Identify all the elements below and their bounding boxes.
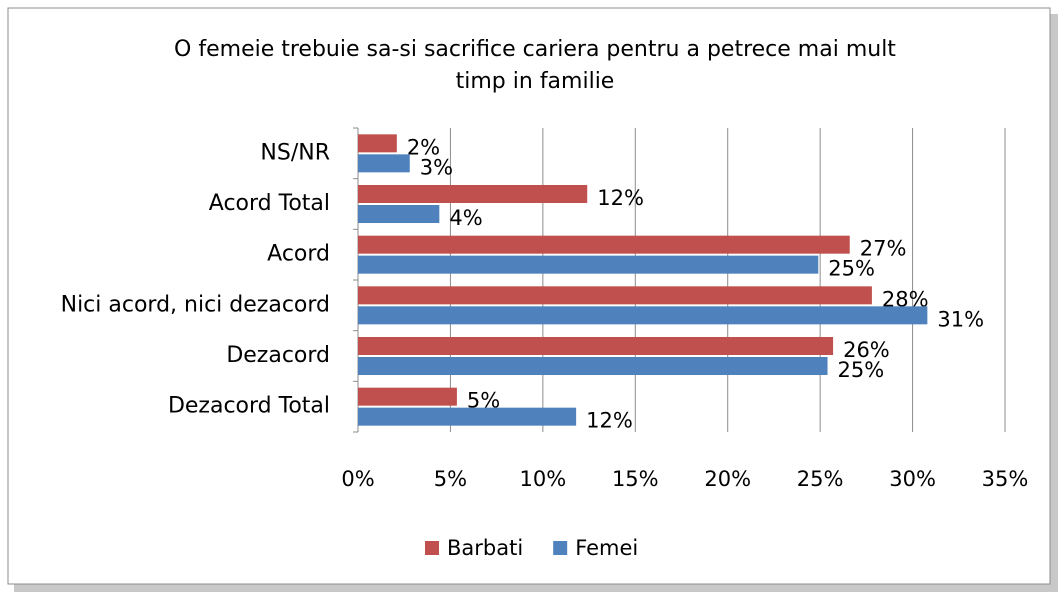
y-tick-label: Acord Total bbox=[209, 191, 330, 216]
y-tick-label: Dezacord bbox=[226, 343, 330, 368]
chart-title: O femeie trebuie sa-si sacrifice cariera… bbox=[174, 37, 896, 62]
value-label: 12% bbox=[586, 409, 633, 433]
x-tick-label: 15% bbox=[612, 467, 659, 491]
value-label: 3% bbox=[420, 155, 453, 179]
legend-label: Barbati bbox=[447, 536, 523, 560]
value-label: 31% bbox=[937, 307, 984, 331]
value-label: 12% bbox=[597, 186, 644, 210]
value-label: 4% bbox=[449, 206, 482, 230]
x-tick-label: 35% bbox=[982, 467, 1029, 491]
bar bbox=[358, 286, 872, 305]
x-tick-label: 5% bbox=[434, 467, 467, 491]
x-tick-label: 0% bbox=[341, 467, 374, 491]
value-label: 25% bbox=[838, 358, 885, 382]
y-tick-label: Nici acord, nici dezacord bbox=[61, 292, 330, 317]
bar bbox=[358, 357, 828, 375]
chart-title: timp in familie bbox=[456, 69, 615, 94]
legend-swatch bbox=[553, 541, 568, 555]
bar bbox=[358, 255, 819, 274]
bar bbox=[358, 306, 928, 325]
bar bbox=[358, 185, 588, 203]
bar bbox=[358, 235, 850, 254]
value-label: 26% bbox=[843, 338, 890, 362]
bar bbox=[358, 134, 397, 153]
x-tick-label: 30% bbox=[889, 467, 936, 491]
value-label: 2% bbox=[407, 135, 440, 159]
legend-swatch bbox=[425, 541, 439, 555]
x-tick-label: 25% bbox=[797, 467, 844, 491]
bar bbox=[358, 337, 834, 355]
x-tick-label: 20% bbox=[704, 467, 751, 491]
y-tick-label: Dezacord Total bbox=[168, 394, 330, 419]
y-tick-label: Acord bbox=[267, 242, 330, 267]
bar bbox=[358, 407, 577, 426]
bar bbox=[358, 387, 457, 406]
value-label: 25% bbox=[828, 257, 875, 281]
bar bbox=[358, 154, 410, 173]
x-tick-label: 10% bbox=[520, 467, 567, 491]
legend-label: Femei bbox=[575, 536, 638, 560]
bar bbox=[358, 205, 440, 223]
value-label: 27% bbox=[860, 237, 907, 261]
y-tick-label: NS/NR bbox=[260, 140, 330, 165]
